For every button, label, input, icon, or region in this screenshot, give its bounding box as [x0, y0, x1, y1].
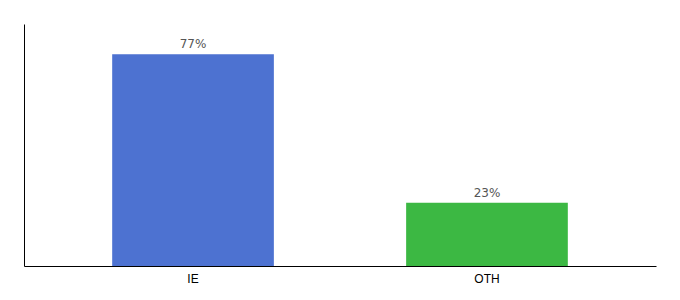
data-label: 23% — [474, 186, 501, 200]
bar — [112, 54, 274, 266]
x-axis: IE OTH — [25, 267, 657, 286]
x-tick-label: OTH — [474, 272, 499, 286]
bars — [112, 54, 568, 266]
data-label: 77% — [180, 37, 207, 51]
x-axis-line — [25, 266, 657, 267]
y-axis — [24, 25, 25, 267]
plot-area: 77% 23% IE OTH — [25, 25, 657, 286]
chart-container: 77% 23% IE OTH — [0, 0, 680, 300]
x-tick: IE — [187, 272, 198, 286]
y-axis-line — [24, 25, 25, 267]
chart-svg: 77% 23% IE OTH — [0, 0, 680, 300]
x-tick: OTH — [474, 272, 499, 286]
x-tick-label: IE — [187, 272, 198, 286]
bar — [406, 203, 568, 266]
data-labels: 77% 23% — [180, 37, 501, 200]
